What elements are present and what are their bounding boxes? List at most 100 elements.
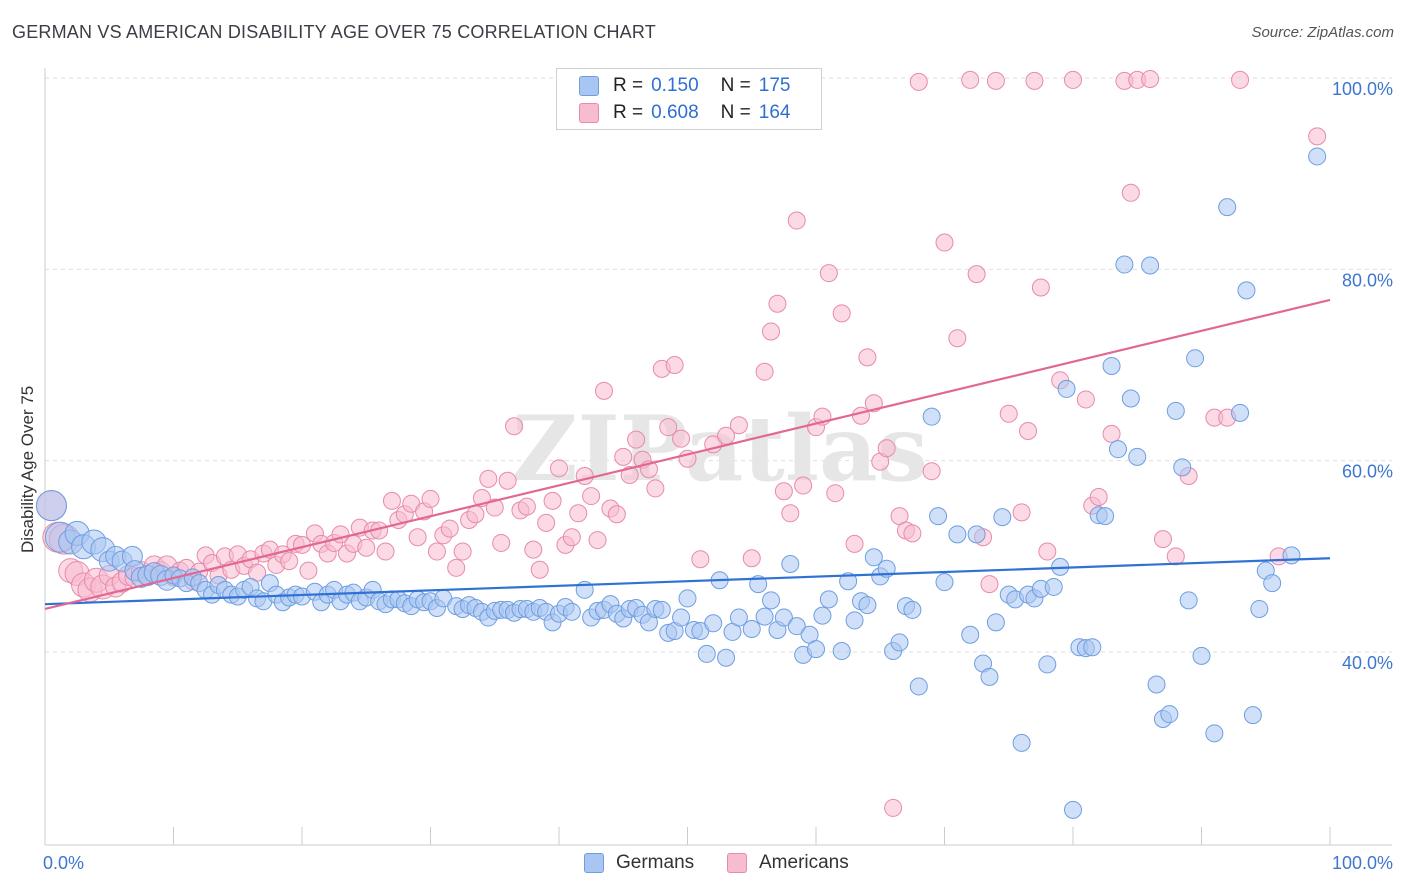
american-point [665,356,684,374]
german-point [1192,646,1211,665]
american-point [819,264,838,283]
german-point [1038,655,1057,674]
german-point [1237,281,1256,300]
legend-item-americans[interactable]: Americans [727,852,849,874]
american-point [1166,547,1185,566]
german-point [704,614,723,633]
german-point [903,600,922,619]
german-point [1115,255,1134,274]
american-point [691,550,710,569]
american-point [1121,183,1140,202]
german-point [1205,724,1224,743]
american-point [582,487,601,506]
american-point [781,504,800,523]
german-point [1160,705,1179,724]
american-point [980,575,999,594]
american-point [877,439,896,458]
german-point [864,548,883,567]
german-point [819,590,838,609]
german-point [1128,447,1147,466]
american-point [845,534,864,553]
american-point [851,406,870,425]
american-point [1019,422,1038,441]
german-point [1231,403,1250,422]
german-point [948,525,967,544]
german-point [755,607,774,626]
american-point [594,381,613,400]
american-point [768,294,787,313]
american-point [659,418,678,437]
american-point [517,497,536,516]
american-point [376,542,395,561]
german-point [781,554,800,573]
americans-points [35,69,1327,817]
american-point [826,484,845,503]
american-point [999,404,1018,423]
american-point [505,417,524,436]
german-point [1044,577,1063,596]
american-point [794,476,813,495]
german-point [1218,198,1237,217]
german-point [986,613,1005,632]
y-tick-label: 60.0% [1342,462,1393,482]
american-point [620,466,639,485]
american-point [1076,390,1095,409]
american-point [755,362,774,381]
american-point [1308,127,1327,146]
german-point [1064,800,1082,819]
american-point [299,561,318,580]
american-point [498,471,517,490]
american-point [550,459,568,478]
american-point [485,498,504,517]
american-point [884,798,903,817]
germans-trend-line [44,557,1331,606]
legend-r-value: 0.150 [651,75,699,96]
german-point [1057,379,1076,398]
american-point [479,469,498,488]
german-point [1186,349,1205,368]
german-point [1141,256,1160,275]
american-point [742,549,761,568]
german-point [807,640,825,659]
american-point [858,348,877,367]
x-tick-label-min: 0.0% [43,853,84,873]
american-point [427,542,446,561]
german-point [961,625,980,644]
american-point [922,462,941,481]
series-legend: Germans Americans [0,852,1406,878]
american-point [672,429,691,448]
american-point [627,430,646,449]
y-tick-label: 40.0% [1342,653,1393,673]
american-point [1141,69,1160,88]
german-point [845,611,864,630]
german-point [922,407,941,426]
german-point [1173,458,1192,477]
german-point [697,644,716,663]
german-point [1243,706,1262,725]
legend-swatch-germans [579,76,599,96]
american-point [614,447,633,466]
german-point [717,648,736,667]
german-point [742,620,761,639]
german-point [1108,440,1127,459]
american-point [588,531,607,550]
chart-title: GERMAN VS AMERICAN DISABILITY AGE OVER 7… [12,22,656,42]
american-point [1153,530,1172,549]
legend-swatch-germans [584,853,604,873]
german-point [1147,675,1166,694]
legend-item-germans[interactable]: Germans [584,852,694,874]
german-point [1166,401,1185,420]
american-point [530,560,549,579]
american-point [967,265,986,284]
german-point [652,600,671,619]
american-point [832,304,851,323]
american-point [537,513,556,532]
american-point [524,540,543,559]
american-point [986,71,1005,90]
american-point [575,466,594,485]
german-point [1121,389,1140,408]
trend-lines [44,298,1331,611]
legend-label-germans: Germans [616,852,695,873]
german-point [858,596,877,615]
german-point [1012,733,1031,752]
